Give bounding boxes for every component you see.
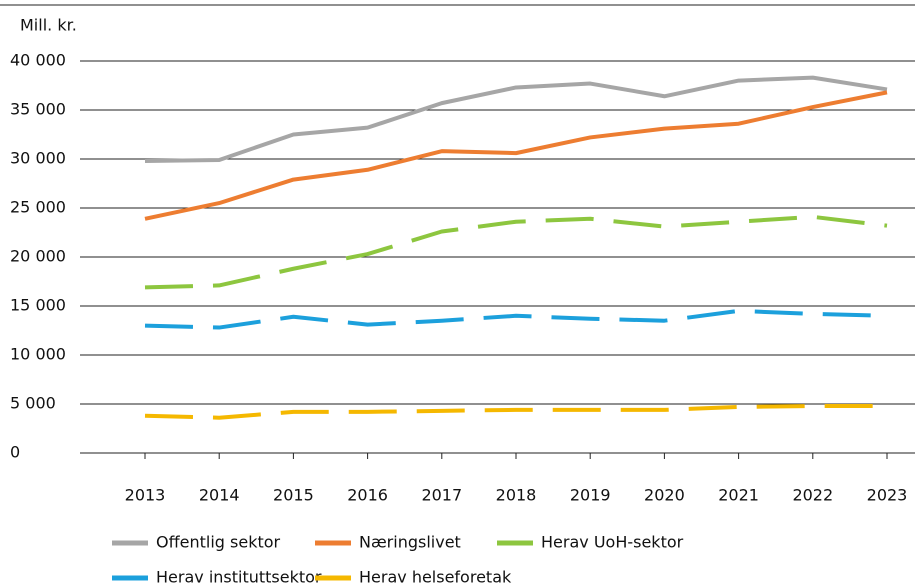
x-tick-label: 2016 [347,486,388,505]
legend-label: Herav instituttsektor [156,568,322,587]
y-tick-label: 5 000 [10,394,56,413]
x-tick-label: 2021 [718,486,759,505]
x-tick-label: 2017 [421,486,462,505]
x-tick-label: 2013 [125,486,166,505]
y-tick-label: 25 000 [10,198,66,217]
y-tick-label: 35 000 [10,100,66,119]
series-line [144,90,888,221]
series-line [144,403,887,420]
legend-label: Offentlig sektor [156,533,281,552]
x-tick-label: 2014 [199,486,240,505]
x-tick-label: 2023 [867,486,908,505]
y-tick-label: 0 [10,443,20,462]
y-tick-label: 30 000 [10,149,66,168]
y-tick-label: 10 000 [10,345,66,364]
x-tick-label: 2015 [273,486,314,505]
y-axis-label: Mill. kr. [20,16,77,35]
x-tick-label: 2022 [792,486,833,505]
y-tick-label: 20 000 [10,247,66,266]
y-tick-label: 15 000 [10,296,66,315]
legend-label: Herav UoH-sektor [541,533,684,552]
x-tick-label: 2019 [570,486,611,505]
series-line [144,75,888,163]
x-tick-label: 2020 [644,486,685,505]
series-line [144,214,888,290]
y-tick-label: 40 000 [10,51,66,70]
x-tick-label: 2018 [496,486,537,505]
series-line [144,308,888,330]
legend-label: Herav helseforetak [359,568,512,587]
legend-label: Næringslivet [359,533,461,552]
